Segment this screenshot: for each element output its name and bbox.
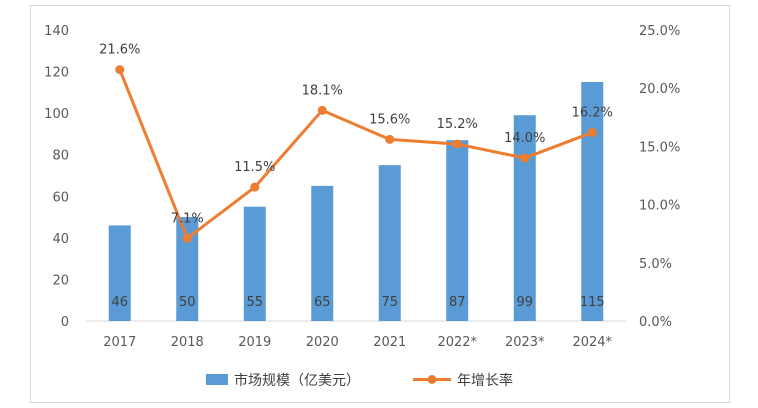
bar-value-label: 115 <box>580 295 605 310</box>
y-left-tick-label: 100 <box>44 107 69 122</box>
growth-point <box>520 153 530 163</box>
growth-point <box>385 134 395 144</box>
x-tick-label: 2017 <box>103 335 136 350</box>
growth-value-label: 15.6% <box>369 112 410 127</box>
bar <box>378 165 401 321</box>
growth-point <box>182 233 192 243</box>
bar <box>311 185 334 321</box>
growth-value-label: 16.2% <box>572 105 613 120</box>
y-left-tick-label: 0 <box>61 315 69 330</box>
right-axis-ticks: 0.0% 5.0% 10.0% 15.0% 20.0% 25.0% <box>639 24 680 330</box>
x-tick-label: 2023* <box>505 335 545 350</box>
legend: 市场规模（亿美元） 年增长率 <box>206 372 513 389</box>
legend-label-line: 年增长率 <box>457 372 513 389</box>
x-tick-label: 2018 <box>171 335 204 350</box>
x-tick-label: 2019 <box>238 335 271 350</box>
left-axis-ticks: 0 20 40 60 80 100 120 140 <box>44 24 69 330</box>
x-tick-label: 2022* <box>437 335 477 350</box>
legend-label-bar: 市场规模（亿美元） <box>234 372 360 389</box>
legend-marker-line <box>427 375 437 384</box>
y-right-tick-label: 20.0% <box>639 82 680 97</box>
x-tick-label: 2020 <box>306 335 339 350</box>
bar-value-label: 65 <box>314 295 331 310</box>
growth-point <box>250 182 260 192</box>
x-tick-label: 2021 <box>373 335 406 350</box>
bar-value-label: 75 <box>381 295 398 310</box>
combo-chart: 0 20 40 60 80 100 120 140 0.0% 5.0% 10.0% 15.0% 20.… <box>44 24 680 389</box>
x-tick-label: 2024* <box>572 335 612 350</box>
y-left-tick-label: 80 <box>52 149 69 164</box>
y-left-tick-label: 60 <box>52 190 69 205</box>
growth-point <box>587 127 597 137</box>
growth-point <box>452 139 462 149</box>
bar-series <box>108 81 604 321</box>
chart-frame: 0 20 40 60 80 100 120 140 0.0% 5.0% 10.0% 15.0% 20.… <box>30 5 730 403</box>
line-series <box>115 65 597 243</box>
bar-value-label: 50 <box>179 295 196 310</box>
y-right-tick-label: 0.0% <box>639 315 672 330</box>
growth-value-label: 15.2% <box>437 117 478 132</box>
growth-value-label: 11.5% <box>234 160 275 175</box>
bar <box>243 206 266 321</box>
bar <box>446 140 469 321</box>
growth-value-label: 7.1% <box>171 211 204 226</box>
bar-value-label: 55 <box>246 295 263 310</box>
bar <box>581 81 604 321</box>
y-right-tick-label: 15.0% <box>639 140 680 155</box>
y-left-tick-label: 40 <box>52 232 69 247</box>
y-right-tick-label: 10.0% <box>639 199 680 214</box>
y-left-tick-label: 140 <box>44 24 69 39</box>
x-axis-tick-labels: 2017 2018 2019 2020 2021 2022* 2023* 2024* <box>103 335 612 350</box>
bar-value-label: 46 <box>111 295 128 310</box>
growth-value-label: 14.0% <box>504 131 545 146</box>
legend-swatch-bar <box>206 374 228 385</box>
line-value-labels: 21.6% 7.1% 11.5% 18.1% 15.6% 15.2% 14.0% 16.2% <box>99 43 613 227</box>
y-left-tick-label: 20 <box>52 273 69 288</box>
y-right-tick-label: 25.0% <box>639 24 680 39</box>
growth-point <box>317 105 327 115</box>
bar <box>513 115 536 321</box>
growth-value-label: 18.1% <box>302 83 343 98</box>
bar-value-label: 87 <box>449 295 466 310</box>
growth-line <box>118 69 593 240</box>
growth-point <box>115 65 125 75</box>
y-right-tick-label: 5.0% <box>639 257 672 272</box>
bar-value-labels: 46 50 55 65 75 87 99 115 <box>111 295 604 310</box>
y-left-tick-label: 120 <box>44 66 69 81</box>
growth-value-label: 21.6% <box>99 43 140 58</box>
bar <box>176 217 199 321</box>
bar <box>108 225 131 321</box>
bar-value-label: 99 <box>516 295 533 310</box>
